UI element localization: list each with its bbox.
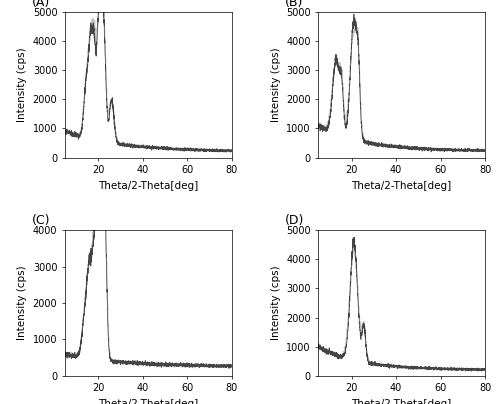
Text: (A): (A) [32, 0, 50, 9]
Y-axis label: Intensity (cps): Intensity (cps) [17, 266, 27, 340]
Y-axis label: Intensity (cps): Intensity (cps) [270, 266, 280, 340]
X-axis label: Theta/2-Theta[deg]: Theta/2-Theta[deg] [352, 181, 452, 191]
Text: (B): (B) [285, 0, 304, 9]
Text: (C): (C) [32, 215, 50, 227]
Y-axis label: Intensity (cps): Intensity (cps) [17, 48, 27, 122]
X-axis label: Theta/2-Theta[deg]: Theta/2-Theta[deg] [98, 399, 198, 404]
Y-axis label: Intensity (cps): Intensity (cps) [270, 48, 280, 122]
X-axis label: Theta/2-Theta[deg]: Theta/2-Theta[deg] [98, 181, 198, 191]
X-axis label: Theta/2-Theta[deg]: Theta/2-Theta[deg] [352, 399, 452, 404]
Text: (D): (D) [285, 215, 304, 227]
